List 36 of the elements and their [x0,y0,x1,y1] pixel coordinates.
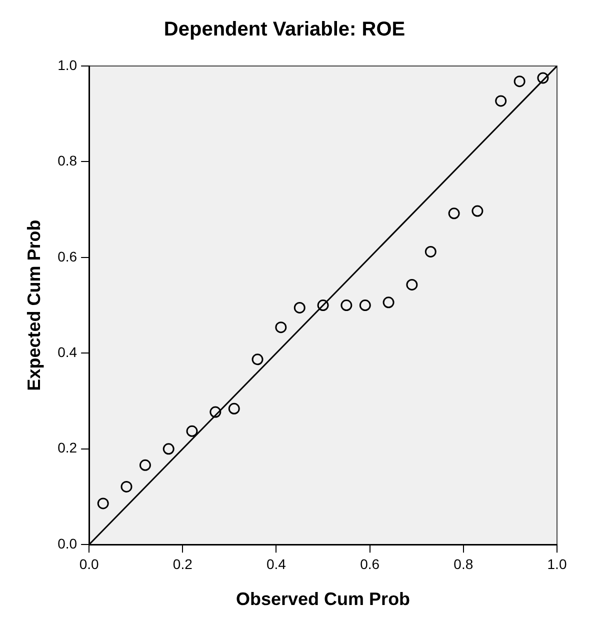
point [210,406,222,418]
point [495,95,507,107]
y-tick-label: 0.2 [58,440,78,456]
x-tick-label: 0.4 [266,556,286,572]
y-axis-title: Expected Cum Prob [24,220,44,391]
point [340,300,352,312]
chart-title: Dependent Variable: ROE [164,18,406,41]
point [97,498,109,510]
point [472,205,484,217]
y-tick-label: 0.6 [58,248,78,264]
point [359,300,371,312]
y-tick-label: 1.0 [58,56,78,73]
x-tick-label: 0.0 [79,556,100,572]
y-tick-label: 0.8 [58,152,78,169]
point [537,72,549,84]
point [228,402,240,414]
y-tick-label: 0.4 [58,344,78,360]
point [514,76,526,88]
point [448,208,460,220]
x-tick-label: 0.8 [454,556,474,572]
x-tick-label: 0.2 [172,556,193,572]
point [139,459,151,471]
x-axis-title: Observed Cum Prob [236,589,410,610]
point [382,296,394,308]
point [186,425,198,437]
x-tick-label: 0.6 [360,556,380,572]
point [317,300,329,312]
point [424,246,436,258]
point [275,322,287,334]
point [294,302,306,314]
point [406,278,418,290]
point [162,443,174,455]
y-tick-label: 0.0 [58,535,78,552]
point [252,354,264,366]
x-tick-label: 1.0 [547,556,567,572]
point [120,480,132,492]
